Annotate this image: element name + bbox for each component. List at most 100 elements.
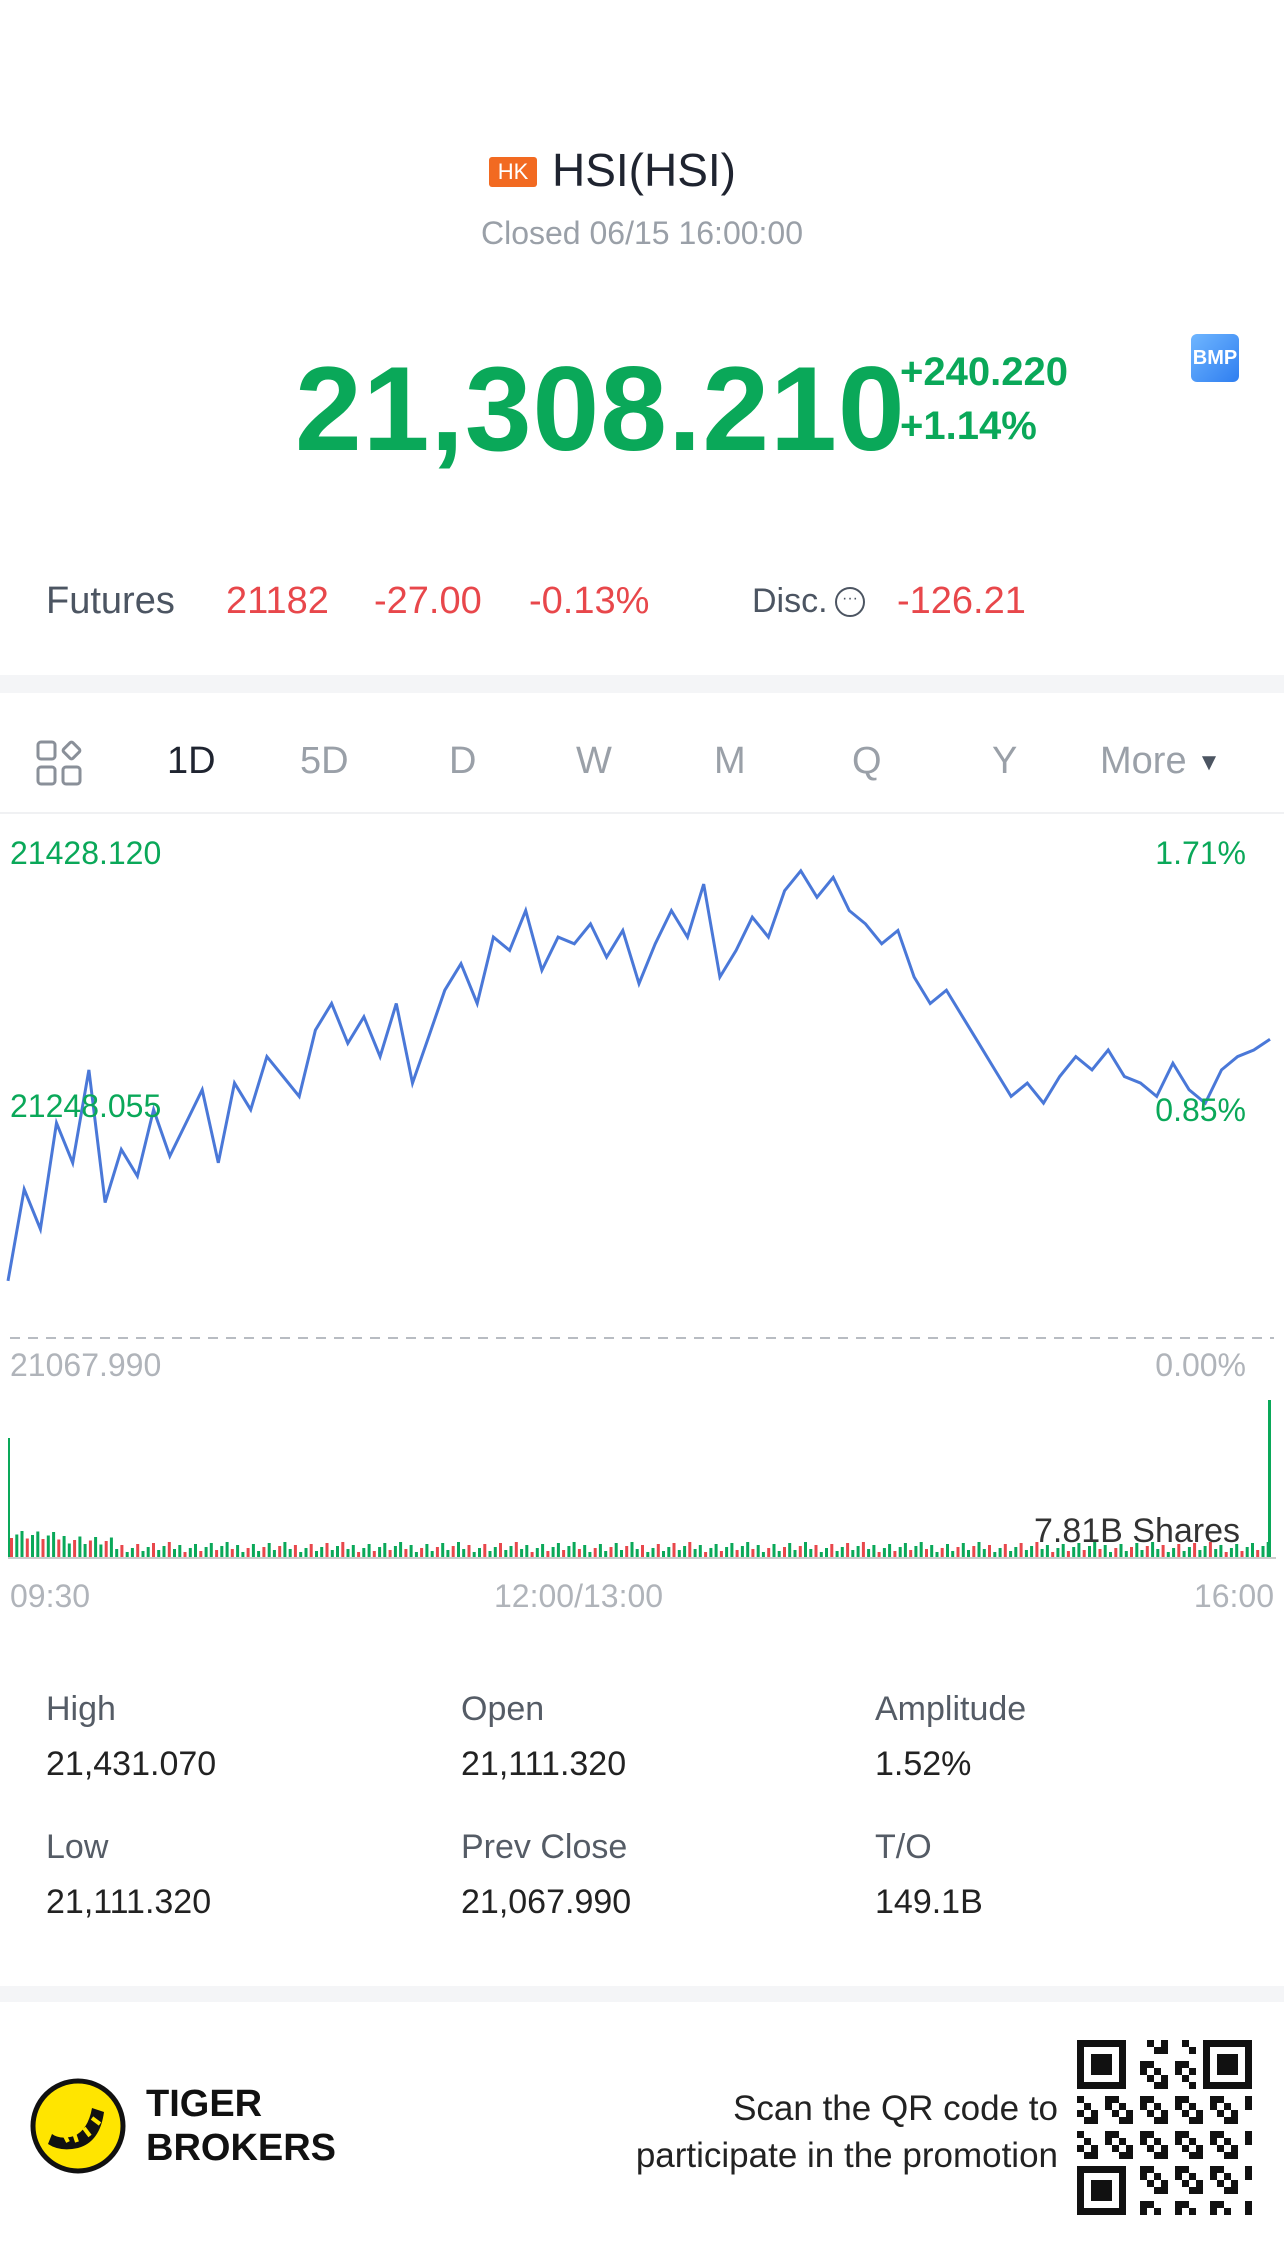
volume-bar [893, 1551, 897, 1558]
volume-bar [604, 1551, 608, 1558]
volume-bar [283, 1542, 287, 1558]
open-label: Open [461, 1690, 545, 1728]
volume-bar [167, 1542, 171, 1558]
volume-bar [152, 1543, 155, 1558]
volume-bar [777, 1551, 781, 1558]
tab-d[interactable]: D [449, 740, 477, 782]
volume-bar [520, 1549, 524, 1558]
volume-bar [341, 1542, 345, 1558]
volume-bar [194, 1544, 197, 1558]
volume-bar [225, 1542, 229, 1558]
volume-bar [961, 1543, 965, 1558]
volume-bar [635, 1549, 639, 1558]
volume-bar [336, 1546, 339, 1558]
volume-bar [25, 1538, 29, 1558]
volume-bar [693, 1549, 697, 1558]
volume-bar [120, 1545, 124, 1558]
section-divider [0, 675, 1284, 693]
bmp-badge[interactable]: BMP [1191, 334, 1239, 382]
volume-bar [414, 1552, 418, 1558]
volume-bar [1182, 1551, 1186, 1558]
volume-bar [209, 1543, 213, 1558]
volume-bar [709, 1548, 713, 1558]
volume-bar [746, 1542, 750, 1558]
volume-bar [688, 1542, 692, 1558]
volume-bar [914, 1546, 918, 1558]
market-badge: HK [489, 157, 537, 187]
intraday-chart[interactable] [0, 820, 1284, 1620]
volume-bar [740, 1546, 744, 1558]
volume-bar [977, 1542, 981, 1558]
volume-bar [514, 1542, 518, 1558]
volume-bar [173, 1549, 176, 1558]
volume-bar [1261, 1546, 1265, 1558]
volume-bar [888, 1544, 892, 1558]
x-label-open: 09:30 [10, 1578, 91, 1614]
volume-bar [630, 1542, 634, 1558]
volume-bar [288, 1549, 292, 1558]
tab-5d[interactable]: 5D [300, 740, 349, 782]
volume-bar [535, 1548, 539, 1558]
tab-1d[interactable]: 1D [167, 740, 216, 782]
volume-bar [1061, 1544, 1065, 1558]
volume-bar [656, 1544, 660, 1558]
brand-line-1: TIGER [146, 2083, 263, 2125]
tab-more[interactable]: More ▼ [1100, 740, 1221, 783]
volume-bar [36, 1531, 40, 1558]
volume-bar [856, 1546, 860, 1558]
volume-bar [1219, 1545, 1223, 1558]
volume-bar [383, 1543, 387, 1558]
volume-bar [367, 1544, 371, 1558]
tab-w[interactable]: W [576, 740, 612, 782]
volume-bar [315, 1551, 318, 1558]
qr-code-icon[interactable] [1077, 2040, 1252, 2215]
tab-m[interactable]: M [714, 740, 746, 782]
brand-line-2: BROKERS [146, 2127, 337, 2169]
tab-q[interactable]: Q [852, 740, 882, 782]
volume-bar [467, 1545, 471, 1558]
volume-bar [31, 1535, 34, 1558]
grid-icon[interactable] [36, 740, 82, 786]
volume-bar [278, 1546, 282, 1558]
volume-bar [46, 1535, 50, 1558]
volume-bar [909, 1550, 913, 1558]
volume-bar [556, 1543, 560, 1558]
volume-bar [725, 1547, 729, 1558]
volume-bar [351, 1545, 355, 1558]
volume-bar [136, 1544, 140, 1558]
volume-bar [1077, 1543, 1081, 1558]
volume-bar [651, 1548, 655, 1558]
volume-bar [1019, 1543, 1023, 1558]
y-pct-high: 1.71% [1155, 835, 1246, 871]
disc-value: -126.21 [897, 580, 1026, 622]
promo-line-2: participate in the promotion [635, 2136, 1058, 2175]
volume-bar [530, 1552, 534, 1558]
volume-bar [378, 1547, 382, 1558]
volume-bar [388, 1550, 392, 1558]
prev-close-value: 21,067.990 [461, 1883, 632, 1921]
turnover-value: 149.1B [875, 1883, 983, 1921]
volume-bar [178, 1545, 182, 1558]
amplitude-label: Amplitude [875, 1690, 1027, 1728]
volume-bar [435, 1547, 439, 1558]
volume-bar [903, 1543, 907, 1558]
volume-bar [756, 1545, 760, 1558]
volume-bar [1124, 1551, 1128, 1558]
volume-bar [641, 1545, 644, 1558]
market-status: Closed 06/15 16:00:00 [480, 215, 804, 251]
tab-y[interactable]: Y [992, 740, 1018, 782]
volume-bar [257, 1551, 261, 1558]
info-icon[interactable]: ··· [835, 587, 865, 617]
volume-bar [446, 1550, 450, 1558]
volume-bar [362, 1548, 366, 1558]
disc-label: Disc. [752, 582, 828, 620]
volume-bar [1166, 1552, 1170, 1558]
volume-bar [804, 1542, 807, 1558]
volume-bar [1014, 1547, 1018, 1558]
price-change: +240.220 [900, 350, 1068, 394]
volume-bar [719, 1551, 723, 1558]
y-label-low: 21067.990 [10, 1347, 162, 1383]
volume-bar [667, 1547, 671, 1558]
volume-bar [125, 1552, 129, 1558]
volume-bar [99, 1544, 103, 1558]
